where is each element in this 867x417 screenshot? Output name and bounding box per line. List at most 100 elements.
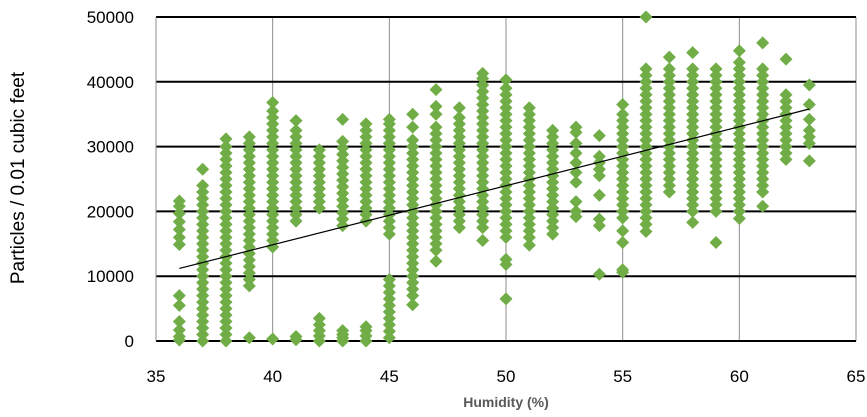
data-point	[522, 101, 536, 115]
x-tick-label: 35	[147, 367, 166, 386]
data-point	[172, 215, 186, 229]
data-point	[266, 104, 280, 118]
data-points	[172, 10, 816, 348]
data-point	[172, 289, 186, 303]
data-point	[172, 206, 186, 220]
data-point	[266, 332, 280, 346]
data-point	[312, 311, 326, 325]
data-point	[499, 292, 513, 306]
data-point	[499, 81, 513, 95]
y-axis-label: Particles / 0.01 cubic feet	[8, 71, 29, 284]
data-point	[336, 324, 350, 338]
data-point	[172, 223, 186, 237]
data-point	[172, 237, 186, 251]
data-point	[219, 140, 233, 154]
data-point	[616, 107, 630, 121]
x-tick-label: 45	[380, 367, 399, 386]
y-tick-label: 40000	[87, 73, 134, 92]
data-point	[756, 36, 770, 50]
x-tick-label: 55	[613, 367, 632, 386]
data-point	[616, 263, 630, 277]
trendline-layer	[179, 108, 810, 270]
data-point	[569, 175, 583, 189]
data-point	[406, 133, 420, 147]
data-point	[429, 83, 443, 97]
data-point	[172, 194, 186, 208]
x-axis-label: Humidity (%)	[463, 394, 549, 410]
data-point	[802, 154, 816, 168]
data-point	[686, 62, 700, 76]
data-point	[802, 97, 816, 111]
data-point	[499, 73, 513, 87]
data-point	[662, 62, 676, 76]
y-tick-label: 50000	[87, 8, 134, 27]
data-point	[592, 212, 606, 226]
data-point	[639, 224, 653, 238]
data-point	[569, 195, 583, 209]
data-point	[592, 149, 606, 163]
data-point	[802, 123, 816, 137]
data-point	[592, 129, 606, 143]
data-point	[336, 112, 350, 126]
x-tick-label: 40	[263, 367, 282, 386]
data-point	[639, 62, 653, 76]
data-point	[732, 212, 746, 226]
data-point	[686, 215, 700, 229]
x-tick-label: 50	[497, 367, 516, 386]
data-point	[312, 143, 326, 157]
y-tick-label: 20000	[87, 202, 134, 221]
data-point	[172, 230, 186, 244]
data-point	[429, 120, 443, 134]
data-point	[546, 123, 560, 137]
data-point	[732, 55, 746, 69]
data-point	[452, 110, 466, 124]
data-point	[569, 204, 583, 218]
y-tick-label: 0	[125, 332, 134, 351]
data-point	[709, 236, 723, 250]
data-point	[429, 99, 443, 113]
data-point	[406, 107, 420, 121]
data-point	[709, 62, 723, 76]
data-point	[569, 156, 583, 170]
data-point	[756, 62, 770, 76]
data-point	[499, 252, 513, 266]
data-point	[732, 44, 746, 58]
data-point	[639, 10, 653, 24]
data-point	[802, 112, 816, 126]
data-point	[592, 188, 606, 202]
data-point	[196, 178, 210, 192]
data-point	[476, 234, 490, 248]
y-tick-label: 30000	[87, 138, 134, 157]
data-point	[359, 117, 373, 131]
data-point	[289, 123, 303, 137]
data-point	[429, 254, 443, 268]
data-point	[172, 298, 186, 312]
data-point	[406, 120, 420, 134]
data-point	[616, 236, 630, 250]
data-point	[289, 114, 303, 128]
data-point	[196, 162, 210, 176]
data-point	[242, 331, 256, 345]
data-point	[616, 224, 630, 238]
data-point	[336, 134, 350, 148]
y-tick-label: 10000	[87, 267, 134, 286]
data-point	[266, 96, 280, 110]
data-point	[382, 112, 396, 126]
x-tick-labels: 35 40 45 50 55 60 65	[147, 367, 866, 386]
data-point	[406, 298, 420, 312]
x-tick-label: 65	[847, 367, 866, 386]
data-point	[662, 50, 676, 64]
data-point	[242, 130, 256, 144]
data-point	[779, 88, 793, 102]
data-point	[359, 320, 373, 334]
data-point	[756, 199, 770, 213]
data-point	[452, 101, 466, 115]
data-point	[592, 267, 606, 281]
data-point	[172, 323, 186, 337]
data-point	[522, 238, 536, 252]
data-point	[569, 120, 583, 134]
data-point	[802, 78, 816, 92]
data-point	[289, 329, 303, 343]
x-tick-label: 60	[730, 367, 749, 386]
